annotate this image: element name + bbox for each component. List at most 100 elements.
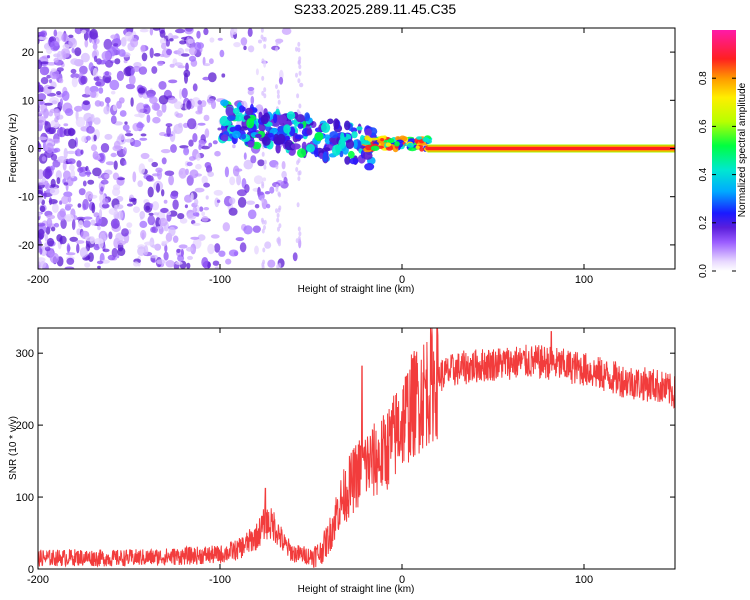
spectrogram-blob [286,111,296,120]
spectrogram-blob [356,126,363,131]
spectrogram-blob [68,34,74,38]
spectrogram-blob [232,130,241,139]
spectrogram-blob [149,96,158,104]
spectrogram-blob [199,206,204,212]
spectrogram-blob [108,231,113,240]
spectrogram-blob [50,178,56,188]
colorbar-tick-label: 0.4 [698,167,709,181]
spectrogram-blob [157,169,162,180]
spectrogram-blob [207,243,215,255]
y-tick-label: 0 [28,564,34,576]
spectrogram-blob [85,135,91,141]
spectrogram-blob [188,55,197,62]
snr-x-ticks: -200 -100 0 100 [27,328,593,586]
spectrogram-blob [82,216,93,220]
spectrogram-blob [240,133,247,140]
spectrogram-blob [39,248,43,255]
spectrogram-blob [278,76,284,85]
spectrogram-blob [67,158,76,165]
spectrogram-blob [297,47,301,53]
spectrogram-blob [209,37,215,43]
spectrogram-blob [275,208,278,214]
spectrogram-blob [70,73,80,79]
spectrogram-blob [263,219,267,225]
spectrogram-blob [38,136,48,141]
spectrogram-blob [82,180,87,187]
y-tick-label: 0 [28,144,34,156]
spectrogram-blob [187,255,193,260]
y-tick-label: 10 [22,95,34,107]
spectrogram-blob [149,203,154,209]
spectrogram-blob [80,149,84,155]
spectrogram-x-ticks: -200 -100 0 100 [27,28,593,286]
spectrogram-blob [243,225,253,235]
spectrogram-blob [278,39,282,45]
spectrogram-blob [250,95,255,105]
spectrogram-blob [71,77,78,88]
spectrogram-blob [278,262,282,268]
spectrogram-blob [70,58,80,65]
spectrogram-blob [252,108,258,113]
spectrogram-blob [44,145,49,151]
spectrogram-blob [84,236,95,242]
spectrogram-blob [168,226,176,237]
spectrogram-blob [136,102,146,114]
spectrogram-blob [96,260,104,265]
spectrogram-blob [262,247,266,253]
spectrogram-blob [65,252,76,256]
spectrogram-blob [93,243,100,251]
spectrogram-blob [139,211,145,219]
spectrogram-blob [225,258,232,265]
spectrogram-blob [103,106,110,115]
spectrogram-blob [314,131,324,142]
spectrogram-blob [68,164,75,171]
spectrogram-blob [85,191,94,201]
spectrogram-blob [38,152,41,157]
spectrogram-blob [172,199,179,210]
spectrogram-blob [113,204,118,211]
spectrogram-blob [253,175,264,185]
spectrogram-blob [313,147,319,158]
spectrogram-blob [179,88,182,100]
spectrogram-blob [84,262,91,268]
spectrogram-blob [262,36,266,42]
spectrogram-blob [101,203,110,209]
spectrogram-blob [38,222,46,227]
spectrogram-blob [281,161,286,170]
spectrogram-blob [133,261,140,267]
spectrogram-blob [218,250,226,257]
spectrogram-blob [295,238,299,244]
spectrogram-blob [74,105,83,112]
spectrogram-blob [196,153,201,161]
spectrogram-blob [260,114,269,125]
spectrogram-blob [165,123,173,127]
spectrogram-blob [81,135,88,143]
spectrogram-blob [258,191,265,201]
spectrogram-blob [170,144,177,153]
spectrogram-blob [132,139,142,148]
spectrogram-x-label: Height of straight line (km) [298,284,415,295]
spectrogram-blob [284,139,294,151]
spectrogram-blob [120,37,127,47]
spectrogram-blob [247,28,253,37]
spectrogram-blob [46,55,51,59]
spectrogram-blob [41,156,47,162]
spectrogram-blob [64,266,75,269]
spectrogram-blob [207,72,217,83]
spectrogram-blob [38,100,44,105]
spectrogram-blob [275,40,279,46]
spectrogram-blob [238,105,245,113]
spectrogram-blob [61,33,69,43]
spectrogram-blob [236,189,247,197]
spectrogram-blob [181,53,190,57]
spectrogram-blob [70,169,76,179]
spectrogram-blob [401,136,408,142]
spectrogram-blob [44,102,53,106]
spectrogram-blob [61,195,69,205]
spectrogram-blob [158,217,168,227]
spectrogram-blob [117,177,125,181]
spectrogram-blob [331,144,341,156]
spectrogram-blob [246,200,256,205]
spectrogram-blob [156,109,163,117]
